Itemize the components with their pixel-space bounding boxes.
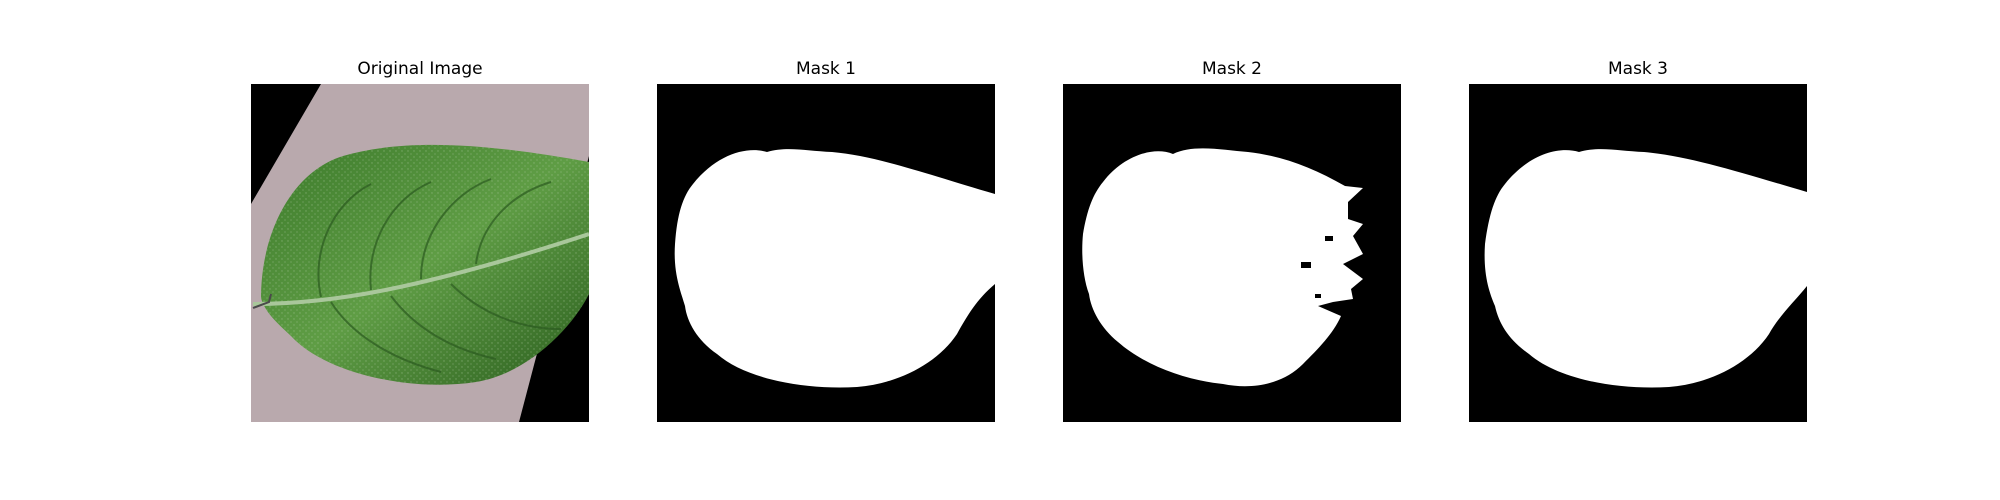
mask-1-region — [674, 149, 995, 388]
mask-2-region — [1082, 148, 1363, 387]
mask-3-region — [1484, 149, 1807, 388]
panel-title-mask-2: Mask 2 — [1201, 59, 1262, 79]
mask-3-image — [1469, 84, 1807, 422]
original-image-panel — [251, 84, 589, 422]
mask-1-panel — [657, 84, 995, 422]
panel-title-mask-3: Mask 3 — [1607, 59, 1668, 79]
leaf-midrib — [252, 232, 589, 306]
mask-2-image — [1063, 84, 1401, 422]
panel-title-original-image: Original Image — [357, 59, 483, 79]
mask-3-panel — [1469, 84, 1807, 422]
mask-2-panel — [1063, 84, 1401, 422]
leaf-photo — [251, 84, 589, 422]
panel-title-mask-1: Mask 1 — [795, 59, 856, 79]
mask-1-image — [657, 84, 995, 422]
